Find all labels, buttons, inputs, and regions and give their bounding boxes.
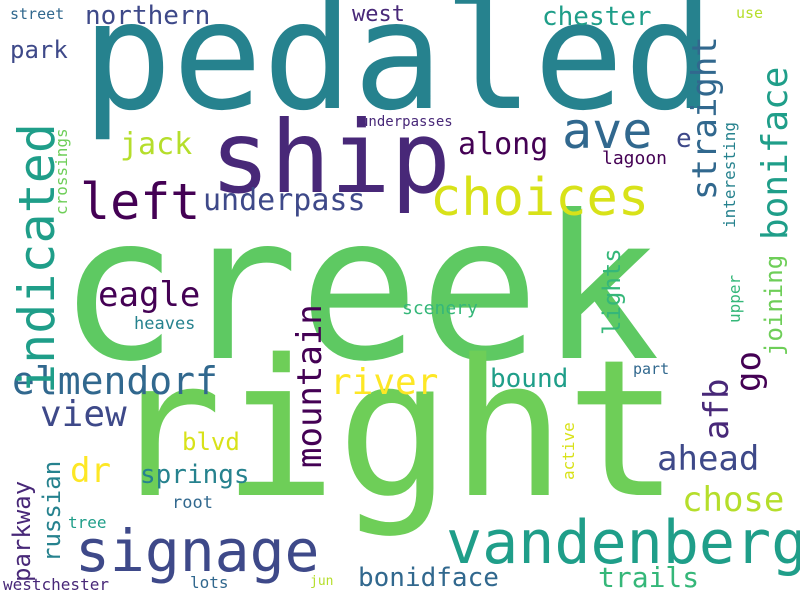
word-signage: signage [75, 517, 320, 585]
word-creek: creek [58, 173, 661, 406]
word-lots: lots [190, 573, 229, 592]
word-jun: jun [310, 574, 334, 589]
word-mountain: mountain [290, 304, 330, 468]
word-straight: straight [685, 36, 725, 200]
word-dr: dr [70, 451, 111, 491]
word-left: left [80, 173, 201, 231]
word-along: along [458, 127, 549, 162]
word-use: use [736, 4, 764, 22]
word-west: west [352, 2, 405, 27]
word-tree: tree [68, 513, 107, 532]
word-lagoon: lagoon [602, 148, 668, 169]
word-trails: trails [598, 561, 700, 594]
word-westchester: westchester [3, 575, 109, 594]
word-parkway: parkway [8, 480, 36, 582]
word-park: park [10, 36, 68, 64]
word-street: street [10, 5, 65, 23]
word-river: river [330, 362, 439, 403]
word-joining: joining [760, 254, 788, 356]
word-e: e [676, 124, 692, 154]
word-crossings: crossings [52, 128, 71, 215]
word-underpasses: underpasses [360, 114, 453, 130]
word-vandenberg: vandenberg [446, 508, 800, 578]
word-bonidface: bonidface [358, 563, 499, 593]
word-lights: lights [598, 248, 626, 335]
word-bound: bound [490, 364, 569, 394]
word-eagle: eagle [98, 275, 201, 315]
word-springs: springs [140, 460, 250, 490]
word-choices: choices [430, 168, 650, 228]
word-ahead: ahead [657, 439, 760, 479]
word-right: right [108, 319, 680, 540]
word-jack: jack [120, 127, 193, 162]
word-go: go [729, 351, 769, 392]
word-elmendorf: elmendorf [12, 359, 218, 403]
word-ave: ave [562, 102, 653, 160]
word-upper: upper [725, 274, 744, 323]
word-blvd: blvd [182, 428, 240, 456]
word-northern: northern [85, 1, 211, 31]
word-ship: ship [210, 99, 451, 216]
word-heaves: heaves [134, 314, 196, 334]
word-root: root [172, 493, 213, 513]
word-chose: chose [682, 480, 785, 520]
word-scenery: scenery [402, 298, 478, 319]
word-chester: chester [542, 2, 652, 32]
word-interesting: interesting [720, 122, 739, 228]
word-view: view [40, 394, 127, 435]
word-underpass: underpass [203, 183, 366, 218]
word-russian: russian [38, 460, 66, 562]
word-active: active [559, 422, 578, 480]
word-boniface: boniface [755, 66, 796, 240]
word-part: part [633, 360, 670, 378]
word-pedaled: pedaled [82, 0, 715, 144]
